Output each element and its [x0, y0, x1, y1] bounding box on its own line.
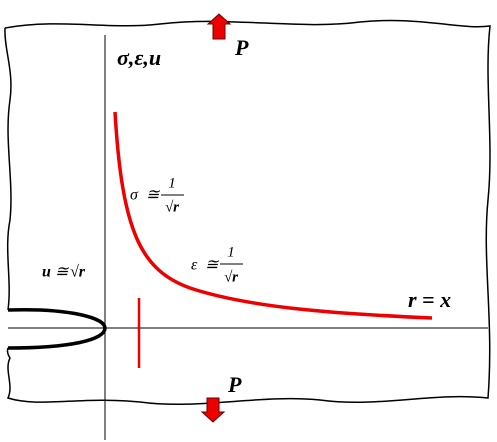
- stress-curve: [113, 111, 433, 320]
- stress-denominator: √r: [165, 199, 179, 215]
- strain-denominator: √r: [224, 269, 238, 285]
- axis-label: σ,ε,u: [117, 45, 161, 70]
- strain-numerator: 1: [227, 244, 235, 260]
- top-load-label: P: [234, 35, 249, 60]
- plate-outline: [4, 19, 491, 406]
- stress-numerator: 1: [168, 175, 176, 191]
- displacement-root: √r: [70, 264, 86, 281]
- distance-label: r = x: [408, 287, 451, 312]
- top-arrow: [206, 13, 232, 40]
- bottom-arrow: [200, 397, 226, 423]
- crack: [7, 307, 107, 350]
- stress-symbol: σ: [130, 187, 139, 204]
- bottom-load-label: P: [227, 372, 242, 397]
- stress-relation: ≅: [146, 187, 161, 204]
- displacement-symbol: u: [42, 264, 51, 281]
- strain-relation: ≅: [205, 257, 220, 274]
- strain-symbol: ε: [191, 257, 198, 274]
- displacement-relation: ≅: [55, 264, 70, 281]
